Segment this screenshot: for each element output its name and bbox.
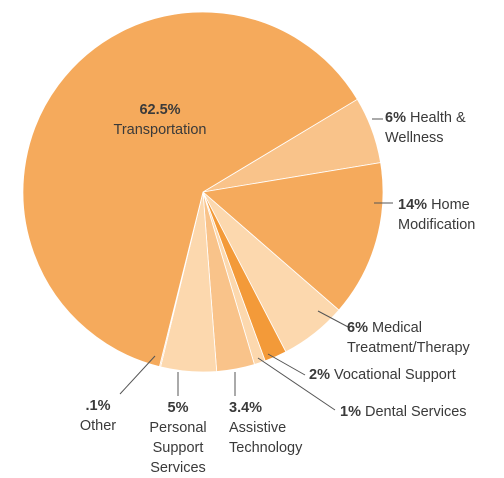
slice-label: 5% Personal Support Services [138,398,218,478]
category-label: Health & Wellness [385,110,466,146]
slice-label: 14% Home Modification [398,195,502,235]
value-label: 6% [347,320,368,336]
pie-slice [22,11,358,368]
category-label: Other [79,418,117,434]
pie-slice [202,162,384,311]
value-label: 2% [309,367,330,383]
leader-line [317,310,351,329]
category-label: Personal Support Services [149,420,207,476]
value-label: .1% [85,398,111,414]
leader-line [257,357,336,411]
slice-label: 6% Medical Treatment/Therapy [347,318,504,358]
slice-label: 6% Health & Wellness [385,108,467,148]
value-label: 6% [385,110,406,126]
value-label: 3.4% [229,400,263,416]
category-label: Dental Services [365,404,467,420]
category-label: Home Modification [398,197,476,233]
value-label: 62.5% [139,102,181,118]
slice-label: 1% Dental Services [340,402,504,422]
category-label: Medical Treatment/Therapy [347,320,470,356]
category-label: Vocational Support [334,367,456,383]
category-label: Assistive Technology [229,420,303,456]
slice-label: 2% Vocational Support [309,365,504,385]
value-label: 1% [340,404,361,420]
category-label: Transportation [113,122,207,138]
leader-line [119,355,156,395]
slice-label: 62.5% Transportation [95,100,225,140]
value-label: 5% [167,400,189,416]
slices [22,11,384,373]
slice-label: 3.4% Assistive Technology [229,398,324,458]
leader-line [267,353,306,376]
slice-label: .1% Other [68,396,128,436]
value-label: 14% [398,197,428,213]
